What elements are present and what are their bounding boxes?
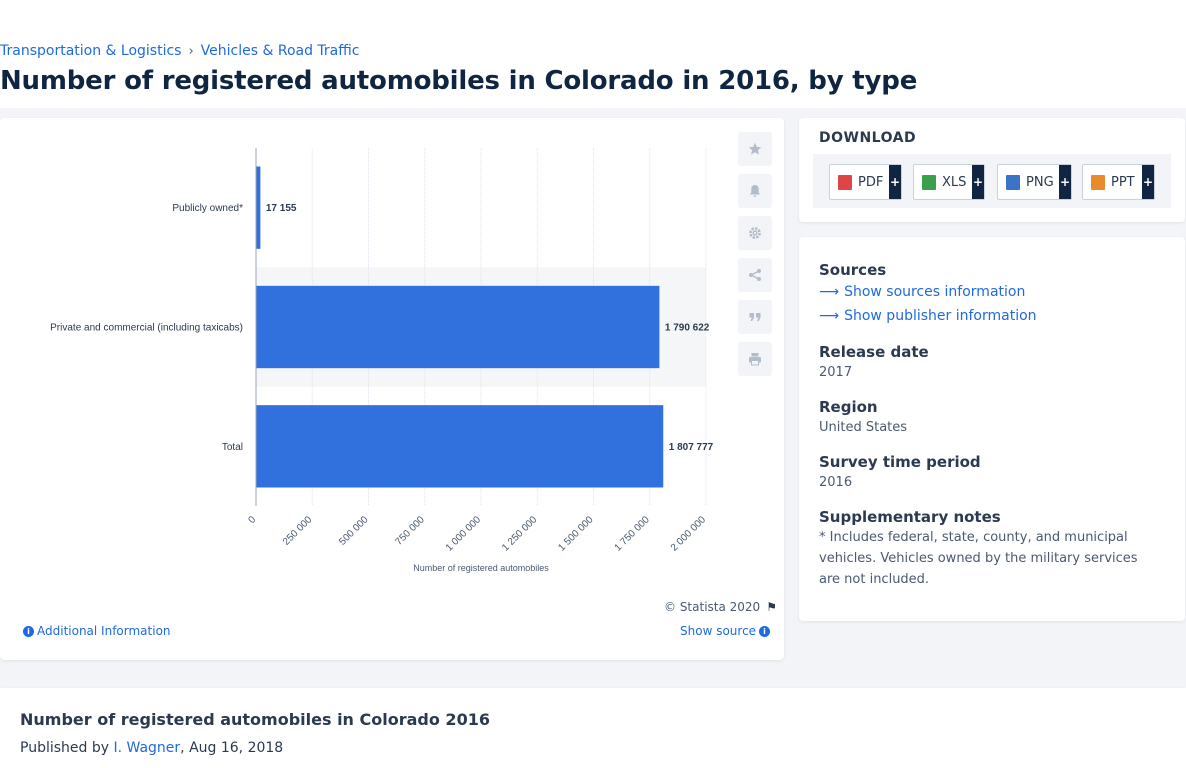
breadcrumb-separator: › (188, 43, 194, 59)
star-icon (748, 142, 762, 155)
publication-card: Number of registered automobiles in Colo… (0, 688, 1186, 768)
bar-value-label: 1 790 622 (665, 323, 710, 334)
download-ppt-button[interactable]: PPT + (1082, 164, 1155, 200)
copyright-notice: © Statista 2020 ⚑ (664, 600, 777, 614)
breadcrumb-item-vehicles[interactable]: Vehicles & Road Traffic (200, 43, 360, 59)
copyright-text: © Statista 2020 (664, 600, 761, 614)
favorite-button[interactable] (738, 132, 772, 166)
pdf-file-icon (838, 174, 852, 190)
download-card: DOWNLOAD PDF + XLS + PNG + PPT + (799, 118, 1185, 222)
info-icon: i (759, 625, 771, 637)
download-png-label: PNG (1026, 174, 1054, 190)
x-axis-label: Number of registered automobiles (413, 563, 549, 573)
print-icon (749, 353, 761, 366)
author-link[interactable]: I. Wagner (113, 740, 181, 756)
print-button[interactable] (738, 342, 772, 376)
release-date-value: 2017 (819, 365, 853, 380)
publication-date: , Aug 16, 2018 (180, 740, 284, 756)
ppt-file-icon (1091, 174, 1105, 190)
download-pdf-label: PDF (858, 174, 884, 190)
gear-icon (749, 227, 761, 239)
show-publisher-link[interactable]: ⟶ Show publisher information (819, 308, 1037, 324)
show-source-link[interactable]: Show source i (680, 624, 773, 638)
flag-icon[interactable]: ⚑ (766, 600, 777, 614)
region-value: United States (819, 420, 908, 435)
bar-value-label: 1 807 777 (669, 442, 714, 453)
arrow-right-icon: ⟶ (819, 284, 840, 300)
top-header: Transportation & Logistics › Vehicles & … (0, 0, 1186, 108)
chart-toolbar (738, 132, 772, 384)
supplementary-notes-value: * Includes federal, state, county, and m… (819, 530, 1138, 587)
x-tick-label: 750 000 (394, 514, 428, 548)
breadcrumb-item-transportation[interactable]: Transportation & Logistics (0, 43, 182, 59)
share-icon (749, 269, 761, 281)
png-file-icon (1006, 174, 1020, 190)
category-label: Private and commercial (including taxica… (50, 323, 243, 334)
published-by-label: Published by (20, 740, 110, 756)
publication-meta: Published by I. Wagner, Aug 16, 2018 (20, 740, 283, 756)
x-tick-label: 1 000 000 (444, 514, 484, 554)
x-tick-label: 250 000 (281, 514, 315, 548)
cite-button[interactable] (738, 300, 772, 334)
download-png-button[interactable]: PNG + (997, 164, 1072, 200)
category-label: Total (222, 442, 243, 453)
release-date-label: Release date (819, 343, 929, 361)
show-sources-link[interactable]: ⟶ Show sources information (819, 284, 1025, 300)
show-sources-label: Show sources information (844, 284, 1026, 300)
bar (256, 285, 660, 369)
download-xls-button[interactable]: XLS + (913, 164, 985, 200)
x-tick-label: 1 500 000 (556, 514, 596, 554)
download-heading: DOWNLOAD (819, 130, 917, 146)
x-tick-label: 2 000 000 (669, 514, 709, 554)
share-button[interactable] (738, 258, 772, 292)
download-ppt-label: PPT (1111, 174, 1135, 190)
show-publisher-label: Show publisher information (844, 308, 1037, 324)
bar-chart: 17 155 Publicly owned* 1 790 622 Private an… (50, 148, 714, 573)
info-icon: i (23, 625, 34, 637)
breadcrumb: Transportation & Logistics › Vehicles & … (0, 43, 360, 59)
bell-icon (749, 185, 761, 197)
xls-file-icon (922, 174, 936, 190)
additional-info-label: Additional Information (37, 624, 171, 638)
x-tick-label: 500 000 (337, 514, 371, 548)
x-tick-label: 1 750 000 (613, 514, 653, 554)
region-label: Region (819, 398, 878, 416)
publication-title: Number of registered automobiles in Colo… (20, 710, 490, 729)
page-title: Number of registered automobiles in Colo… (0, 66, 918, 96)
statistic-info-card: Sources ⟶ Show sources information ⟶ Sho… (799, 237, 1185, 621)
x-tick-label: 0 (246, 514, 258, 526)
arrow-right-icon: ⟶ (819, 308, 840, 324)
additional-info-link[interactable]: i Additional Information (20, 624, 171, 638)
download-buttons: PDF + XLS + PNG + PPT + (813, 154, 1171, 208)
bar-value-label: 17 155 (266, 203, 297, 214)
x-tick-label: 1 250 000 (500, 514, 540, 554)
category-label: Publicly owned* (172, 203, 243, 214)
bar (256, 166, 261, 249)
settings-button[interactable] (738, 216, 772, 250)
survey-period-label: Survey time period (819, 453, 981, 471)
supplementary-notes-label: Supplementary notes (819, 508, 1001, 526)
chart-card: 17 155 Publicly owned* 1 790 622 Private an… (0, 118, 784, 660)
survey-period-value: 2016 (819, 475, 853, 490)
plus-icon: + (972, 165, 984, 199)
plus-icon: + (1142, 165, 1154, 199)
notification-button[interactable] (738, 174, 772, 208)
plus-icon: + (1059, 165, 1071, 199)
bar (256, 405, 664, 488)
sources-label: Sources (819, 261, 887, 279)
plus-icon: + (889, 165, 901, 199)
show-source-label: Show source (680, 624, 757, 638)
quote-icon (749, 313, 761, 321)
download-xls-label: XLS (942, 174, 967, 190)
download-pdf-button[interactable]: PDF + (829, 164, 902, 200)
